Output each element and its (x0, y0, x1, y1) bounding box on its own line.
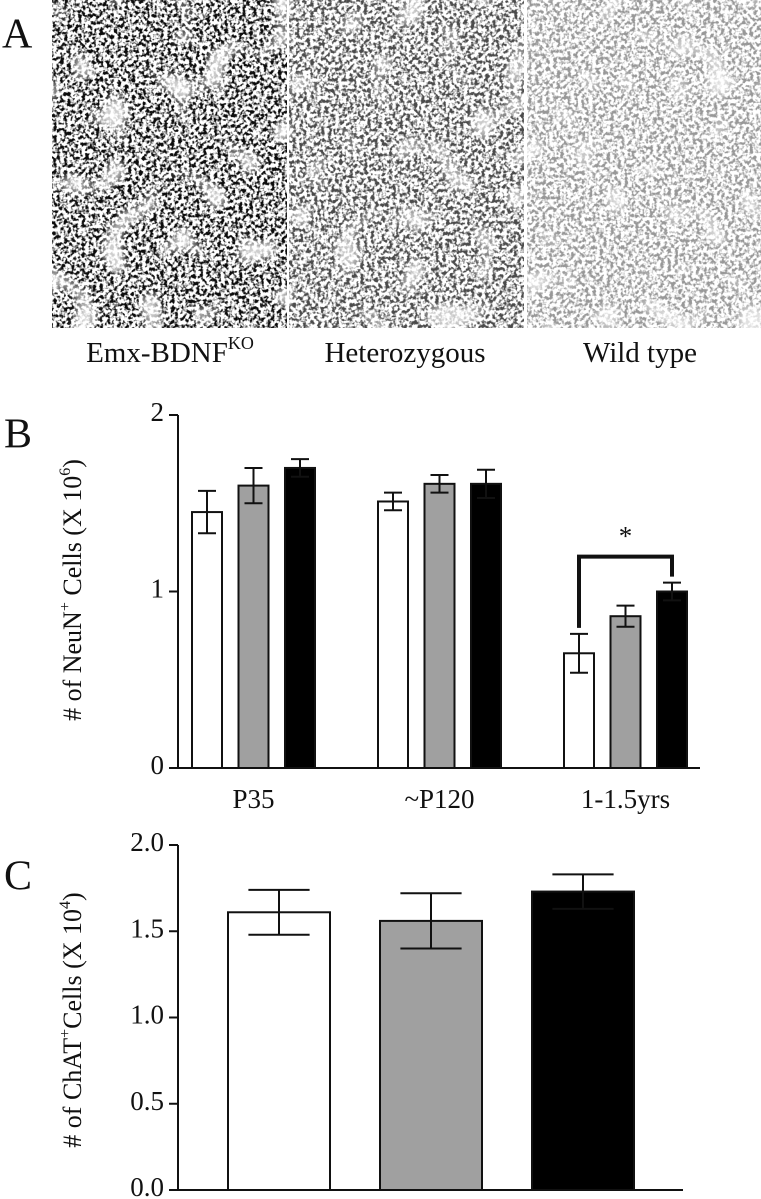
y-tick-label: 0.0 (130, 1172, 164, 1199)
caption-text: Heterozygous (324, 337, 485, 369)
y-label-text: Cells (X 10 (58, 476, 87, 602)
caption-text: Wild type (583, 337, 697, 369)
panel-letter: C (4, 854, 32, 900)
bar (379, 919, 483, 1192)
caption-text: Emx-BDNF (86, 337, 228, 369)
bar (531, 890, 635, 1191)
significance-bracket (577, 554, 674, 628)
y-tick-label: 1.0 (130, 1000, 164, 1030)
x-tick-label: 1-1.5yrs (581, 784, 670, 814)
y-tick-label: 1.5 (130, 913, 164, 943)
y-label-sup: + (57, 602, 74, 611)
bar (377, 500, 409, 769)
micrograph-wt (527, 0, 761, 328)
micrograph-het (289, 0, 524, 328)
significance-label: * (619, 521, 633, 551)
y-label-sup: 6 (57, 468, 74, 476)
x-tick-label: ~P120 (404, 784, 474, 814)
panel-letter: A (2, 12, 33, 58)
bar (470, 482, 502, 769)
y-tick-label: 2.0 (130, 827, 164, 857)
y-label-text: # of NeuN (58, 611, 87, 721)
bar (656, 590, 688, 769)
y-axis-label: # of NeuN+ Cells (X 106) (57, 459, 87, 721)
bar (284, 466, 316, 769)
panel-letter: B (4, 412, 32, 458)
y-axis-label: # of ChAT+Cells (X 104) (57, 892, 87, 1147)
y-label-sup: + (57, 1029, 74, 1038)
y-label-text: ) (58, 892, 87, 901)
bar (237, 484, 270, 769)
bar (227, 911, 331, 1192)
x-tick-label: P35 (232, 784, 274, 814)
y-tick-label: 0 (151, 750, 165, 780)
bar (609, 615, 642, 770)
y-tick-label: 1 (151, 574, 165, 604)
micrograph-caption: Emx-BDNFKO (86, 333, 254, 369)
y-label-text: # of ChAT (58, 1038, 87, 1148)
micrograph-caption: Heterozygous (324, 337, 485, 369)
micrograph-emx (52, 0, 287, 328)
caption-sup: KO (228, 333, 254, 353)
bar (423, 482, 456, 769)
micrograph-caption: Wild type (583, 337, 697, 369)
y-label-text: ) (58, 459, 87, 468)
y-label-sup: 4 (57, 901, 74, 909)
y-tick-label: 0.5 (130, 1086, 164, 1116)
y-label-text: Cells (X 10 (58, 909, 87, 1029)
bar (191, 511, 223, 770)
y-tick-label: 2 (151, 397, 165, 427)
